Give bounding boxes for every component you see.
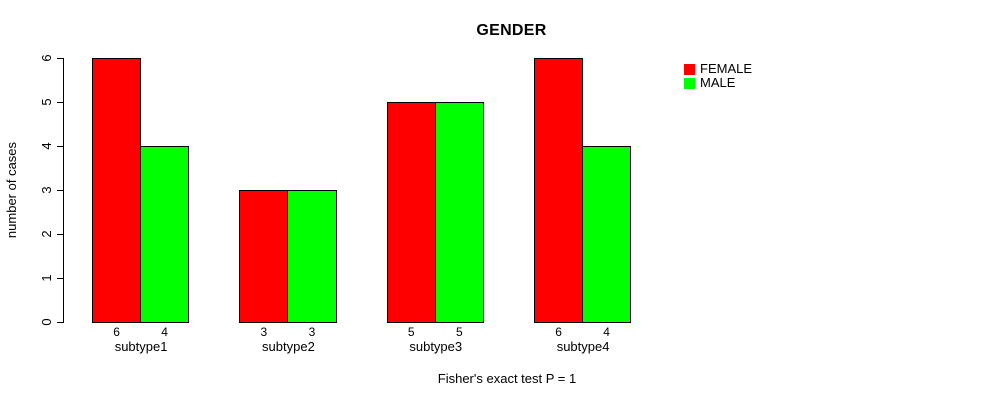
bar-male-subtype2 [287, 190, 337, 323]
y-tick-label: 1 [38, 274, 54, 282]
bar-value-label: 3 [260, 325, 268, 339]
legend-swatch-male [684, 77, 695, 89]
y-tick [57, 278, 63, 279]
legend-swatch-female [684, 63, 695, 75]
legend: FEMALE MALE [684, 61, 753, 90]
bar-female-subtype3 [386, 102, 436, 323]
bar-female-subtype2 [239, 190, 289, 323]
bar-value-label: 5 [407, 325, 415, 339]
bar-male-subtype3 [434, 102, 484, 323]
y-tick-label: 5 [38, 98, 54, 106]
legend-item-female: FEMALE [684, 61, 753, 76]
bar-value-label: 5 [455, 325, 463, 339]
bar-value-label: 6 [555, 325, 562, 339]
y-tick [57, 58, 63, 59]
annotation-fisher-test: Fisher's exact test P = 1 [437, 371, 577, 386]
y-tick [57, 322, 63, 323]
category-label: subtype2 [262, 339, 315, 354]
category-label: subtype4 [556, 339, 610, 354]
category-label: subtype1 [114, 339, 168, 354]
y-tick-label: 3 [38, 186, 54, 194]
bar-value-label: 4 [161, 325, 168, 339]
bar-male-subtype4 [582, 146, 632, 323]
chart-title: GENDER [476, 22, 547, 39]
y-tick [57, 102, 63, 103]
y-tick-label: 2 [38, 230, 54, 238]
y-tick [57, 146, 63, 147]
category-label: subtype3 [409, 339, 463, 354]
bar-value-label: 4 [603, 325, 610, 339]
y-tick-label: 0 [38, 318, 54, 326]
bar-female-subtype1 [92, 58, 142, 323]
y-tick [57, 234, 63, 235]
y-tick-label: 6 [38, 54, 54, 62]
bar-value-label: 3 [308, 325, 316, 339]
y-axis [63, 58, 64, 323]
y-tick [57, 190, 63, 191]
legend-item-male: MALE [684, 75, 752, 90]
bar-male-subtype1 [140, 146, 190, 323]
bar-value-label: 6 [113, 325, 120, 339]
y-tick-label: 4 [38, 142, 54, 150]
y-axis-label: number of cases [4, 141, 19, 239]
legend-label: FEMALE [700, 61, 753, 76]
bar-female-subtype4 [533, 58, 584, 323]
legend-label: MALE [700, 75, 736, 90]
